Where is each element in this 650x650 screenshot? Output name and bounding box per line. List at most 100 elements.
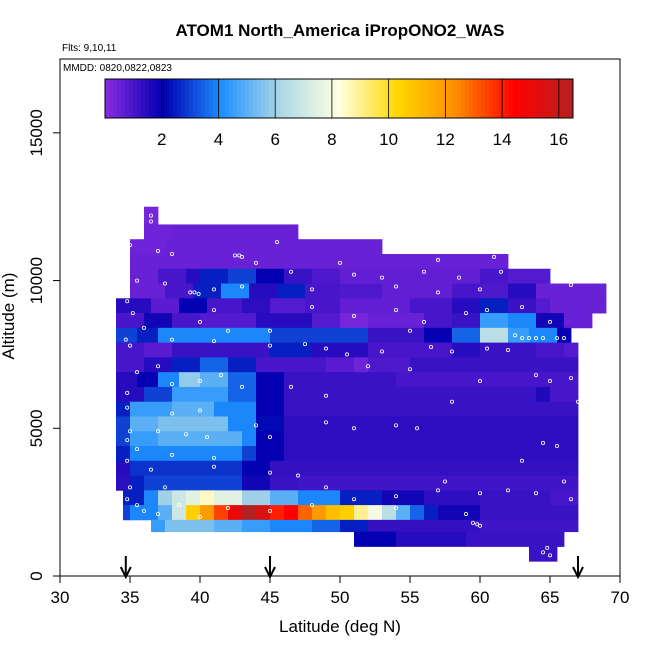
sample-point: [456, 275, 461, 280]
sample-point: [148, 467, 153, 472]
sample-point: [141, 325, 146, 330]
heatmap-cell: [529, 327, 558, 344]
heatmap-cell: [340, 283, 383, 299]
colorbar-segment: [185, 79, 190, 118]
heatmap-cell: [382, 505, 397, 521]
colorbar-segment: [289, 79, 294, 118]
colorbar-segment: [125, 79, 130, 118]
heatmap-cell: [284, 431, 579, 447]
heatmap-cell: [116, 372, 138, 388]
colorbar-segment: [205, 79, 210, 118]
colorbar-segment: [265, 79, 270, 118]
heatmap-cell: [158, 431, 243, 447]
heatmap-cell: [116, 327, 138, 344]
colorbar-segment: [549, 79, 554, 118]
colorbar-segment: [513, 79, 518, 118]
sample-point: [218, 373, 223, 378]
colorbar-segment: [357, 79, 362, 118]
heatmap-cell: [270, 460, 579, 476]
y-tick-label: 15000: [27, 109, 46, 156]
heatmap-cell: [123, 490, 145, 506]
heatmap-cell: [410, 505, 425, 521]
heatmap-cell: [144, 313, 173, 329]
sample-point: [302, 342, 307, 347]
colorbar-segment: [409, 79, 414, 118]
sample-point: [309, 503, 314, 508]
colorbar-segment: [133, 79, 138, 118]
colorbar-segment: [129, 79, 134, 118]
heatmap-cell: [242, 446, 257, 462]
colorbar-segment: [561, 79, 566, 118]
heatmap-cell: [452, 327, 481, 344]
sample-point: [470, 520, 475, 525]
x-tick-label: 50: [331, 588, 350, 607]
heatmap-cell: [277, 283, 306, 299]
heatmap-cell: [452, 313, 481, 329]
sample-point: [169, 411, 174, 416]
colorbar-segment: [281, 79, 286, 118]
sample-point: [351, 272, 356, 277]
sample-point: [197, 319, 202, 324]
heatmap-cell: [270, 490, 299, 506]
colorbar-segment: [457, 79, 462, 118]
heatmap-cell: [214, 505, 229, 521]
colorbar-segment: [361, 79, 366, 118]
sample-point: [267, 435, 272, 440]
heatmap-cell: [116, 460, 131, 476]
colorbar-segment: [269, 79, 274, 118]
heatmap-cell: [249, 283, 278, 299]
sample-point: [225, 328, 230, 333]
sample-point: [267, 343, 272, 348]
y-axis: 0 5000 10000 15000: [27, 109, 60, 581]
heatmap-cell: [144, 224, 173, 240]
heatmap-cell: [200, 268, 229, 284]
sample-point: [309, 222, 314, 227]
colorbar-segment: [105, 79, 110, 118]
heatmap-cell: [144, 342, 173, 358]
heatmap-cell: [242, 490, 271, 506]
colorbar-segment: [189, 79, 194, 118]
sample-point: [520, 336, 525, 341]
heatmap-cell: [172, 490, 187, 506]
colorbar-segment: [309, 79, 314, 118]
sample-point: [513, 333, 518, 338]
sample-point: [302, 222, 307, 227]
heatmap-cell: [151, 519, 166, 533]
colorbar-segment: [137, 79, 142, 118]
sample-point: [491, 254, 496, 259]
colorbar-segment: [557, 79, 562, 118]
heatmap-cell: [144, 386, 173, 403]
colorbar-segment: [417, 79, 422, 118]
heatmap-cell: [410, 357, 579, 373]
colorbar-segment: [217, 79, 222, 118]
sample-point: [267, 328, 272, 333]
sample-point: [155, 249, 160, 254]
colorbar-segment: [493, 79, 498, 118]
heatmap-cell: [270, 475, 299, 491]
colorbar-segment: [153, 79, 158, 118]
sample-point: [407, 367, 412, 372]
heatmap-cell: [200, 313, 257, 329]
heatmap-cell: [298, 505, 313, 521]
heatmap-cell: [480, 519, 579, 533]
heatmap-cell: [536, 386, 551, 403]
sample-point: [435, 290, 440, 295]
heatmap-cell: [116, 416, 131, 432]
sample-point: [344, 352, 349, 357]
x-tick-label: 40: [191, 588, 210, 607]
sample-point: [162, 281, 167, 286]
heatmap-cell: [207, 298, 243, 314]
heatmap-cell: [424, 505, 439, 521]
sample-point: [127, 243, 132, 248]
sample-point: [393, 308, 398, 313]
heatmap-cell: [256, 416, 285, 432]
heatmap-cell: [564, 342, 579, 358]
heatmap-cell: [256, 386, 285, 403]
sample-point: [569, 283, 574, 288]
sample-point: [141, 509, 146, 514]
heatmap-cell: [354, 531, 397, 547]
heatmap-cell: [144, 206, 159, 225]
sample-point: [477, 287, 482, 292]
sample-points: [123, 213, 609, 558]
heatmap-cell: [312, 268, 341, 284]
